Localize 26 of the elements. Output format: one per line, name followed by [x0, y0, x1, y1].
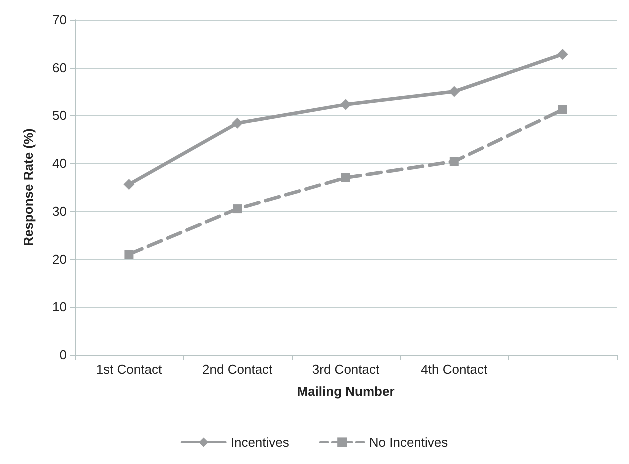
legend-label: Incentives	[230, 435, 290, 450]
point	[124, 250, 134, 259]
point	[124, 179, 135, 190]
x-axis-title: Mailing Number	[297, 384, 395, 399]
point	[340, 99, 352, 110]
x-tick-label: 2nd Contact	[202, 362, 274, 377]
legend-label: No Incentives	[369, 435, 449, 450]
y-tick-label: 60	[52, 60, 67, 76]
y-tick-label: 70	[52, 12, 67, 28]
y-tick-label: 0	[60, 348, 67, 362]
y-tick-label: 30	[52, 204, 67, 219]
y-tick-label: 20	[52, 252, 67, 267]
x-tick-label: 4th Contact	[421, 362, 488, 377]
point	[342, 173, 350, 182]
point	[232, 118, 244, 129]
y-tick-label: 10	[52, 300, 67, 315]
point	[558, 105, 568, 114]
x-tick-label: 1st Contact	[96, 362, 162, 377]
x-tick-label: 3rd Contact	[312, 362, 380, 377]
y-tick-label: 50	[52, 108, 67, 124]
point	[450, 157, 459, 166]
point	[448, 86, 460, 98]
y-axis-title: Response Rate (%)	[21, 128, 36, 246]
point	[233, 204, 242, 214]
y-tick-label: 40	[52, 156, 67, 172]
point	[557, 48, 568, 60]
